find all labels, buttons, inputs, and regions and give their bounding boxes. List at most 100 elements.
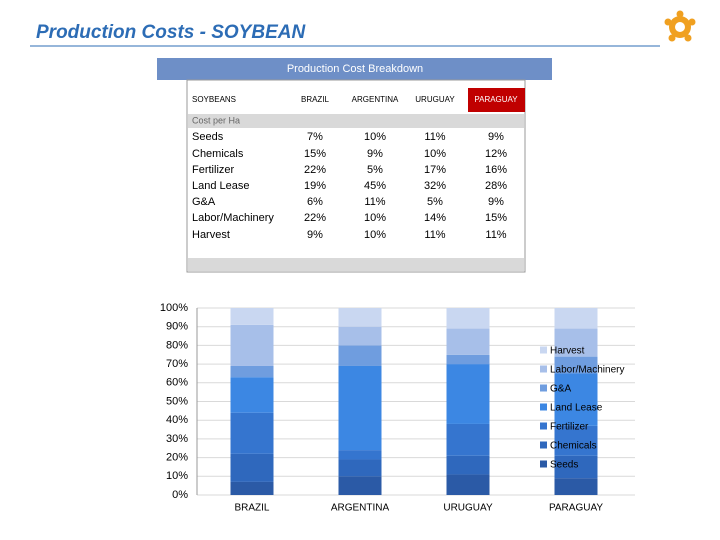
legend-label: Harvest (550, 346, 585, 357)
bar-segment (554, 308, 598, 329)
bar-segment (338, 308, 382, 327)
bar-segment (230, 453, 274, 482)
table-cell: 9% (488, 131, 504, 143)
legend-swatch (540, 422, 547, 430)
table-cell: 12% (485, 148, 507, 160)
bar-segment (446, 455, 490, 475)
table-cell: 22% (304, 212, 326, 224)
table-cell: 11% (424, 131, 445, 143)
row-label: Land Lease (192, 180, 250, 192)
legend-swatch (540, 403, 547, 411)
bar-segment (554, 425, 598, 456)
table-cell: 22% (304, 164, 326, 176)
table-cell: 15% (304, 148, 326, 160)
table-cell: 11% (424, 229, 445, 241)
bar-segment (230, 377, 274, 413)
bar-segment (554, 455, 598, 479)
legend-label: Chemicals (550, 441, 597, 452)
legend-label: Fertilizer (550, 422, 589, 433)
table-title-bar (157, 58, 552, 80)
table-cell: 11% (364, 196, 385, 208)
table-cell: 6% (307, 196, 323, 208)
row-label: G&A (192, 196, 216, 208)
table-cell: 45% (364, 180, 386, 192)
bar-segment (446, 328, 490, 355)
bar-segment (230, 308, 274, 325)
x-tick-label: URUGUAY (443, 503, 493, 514)
bar-segment (230, 481, 274, 495)
table-cell: 10% (364, 131, 386, 143)
bar-segment (338, 345, 382, 366)
column-header: BRAZIL (301, 95, 330, 104)
y-tick-label: 60% (166, 377, 188, 389)
table-cell: 9% (367, 148, 383, 160)
bar-segment (338, 326, 382, 346)
table-cell: 15% (485, 212, 507, 224)
legend-label: Land Lease (550, 403, 603, 414)
column-header: PARAGUAY (474, 95, 518, 104)
table-title: Production Cost Breakdown (287, 63, 423, 75)
y-tick-label: 90% (166, 321, 188, 333)
table-cell: 19% (304, 180, 326, 192)
bar-segment (554, 478, 598, 495)
y-tick-label: 0% (172, 489, 188, 501)
bar-segment (230, 365, 274, 378)
bar-segment (338, 476, 382, 495)
y-tick-label: 20% (166, 452, 188, 464)
legend-swatch (540, 460, 547, 468)
table-cell: 7% (307, 131, 323, 143)
slide-title: Production Costs - SOYBEAN (36, 22, 306, 43)
table-cell: 10% (364, 212, 386, 224)
bar-segment (446, 423, 490, 456)
legend-label: Seeds (550, 460, 578, 471)
legend-swatch (540, 441, 547, 449)
bar-segment (446, 354, 490, 365)
table-cell: 10% (364, 229, 386, 241)
table-cell: 28% (485, 180, 507, 192)
column-header: URUGUAY (415, 95, 455, 104)
legend-label: Labor/Machinery (550, 365, 624, 376)
y-tick-label: 40% (166, 414, 188, 426)
footer-band (188, 258, 524, 271)
bar-segment (230, 324, 274, 366)
bar-segment (338, 459, 382, 477)
table-cell: 16% (485, 164, 507, 176)
x-tick-label: BRAZIL (234, 503, 269, 514)
legend-swatch (540, 365, 547, 373)
bar-segment (230, 412, 274, 454)
bar-segment (446, 308, 490, 329)
section-label: Cost per Ha (192, 115, 240, 125)
table-cell: 14% (424, 212, 446, 224)
y-tick-label: 50% (166, 395, 188, 407)
table-cell: 9% (488, 196, 504, 208)
row-label: Labor/Machinery (192, 212, 274, 224)
table-cell: 10% (424, 148, 446, 160)
section-band (188, 114, 524, 128)
row-label: Harvest (192, 229, 230, 241)
bar-segment (446, 364, 490, 424)
highlight-cell (468, 88, 525, 112)
logo (664, 10, 696, 42)
y-tick-label: 70% (166, 358, 188, 370)
bar-segment (554, 373, 598, 426)
row-label: Fertilizer (192, 164, 235, 176)
y-tick-label: 100% (160, 302, 188, 314)
bar-segment (338, 365, 382, 451)
bar-segment (338, 450, 382, 460)
bar-segment (554, 356, 598, 374)
y-tick-label: 30% (166, 433, 188, 445)
table-cell: 9% (307, 229, 323, 241)
bar-segment (554, 328, 598, 357)
row-label: Seeds (192, 131, 224, 143)
column-header: ARGENTINA (352, 95, 399, 104)
y-tick-label: 80% (166, 339, 188, 351)
table-cell: 5% (367, 164, 383, 176)
table-cell: 17% (424, 164, 446, 176)
x-tick-label: PARAGUAY (549, 503, 603, 514)
bar-segment (446, 474, 490, 495)
column-header: SOYBEANS (192, 95, 236, 104)
y-tick-label: 10% (166, 470, 188, 482)
table-cell: 32% (424, 180, 446, 192)
legend-swatch (540, 346, 547, 354)
